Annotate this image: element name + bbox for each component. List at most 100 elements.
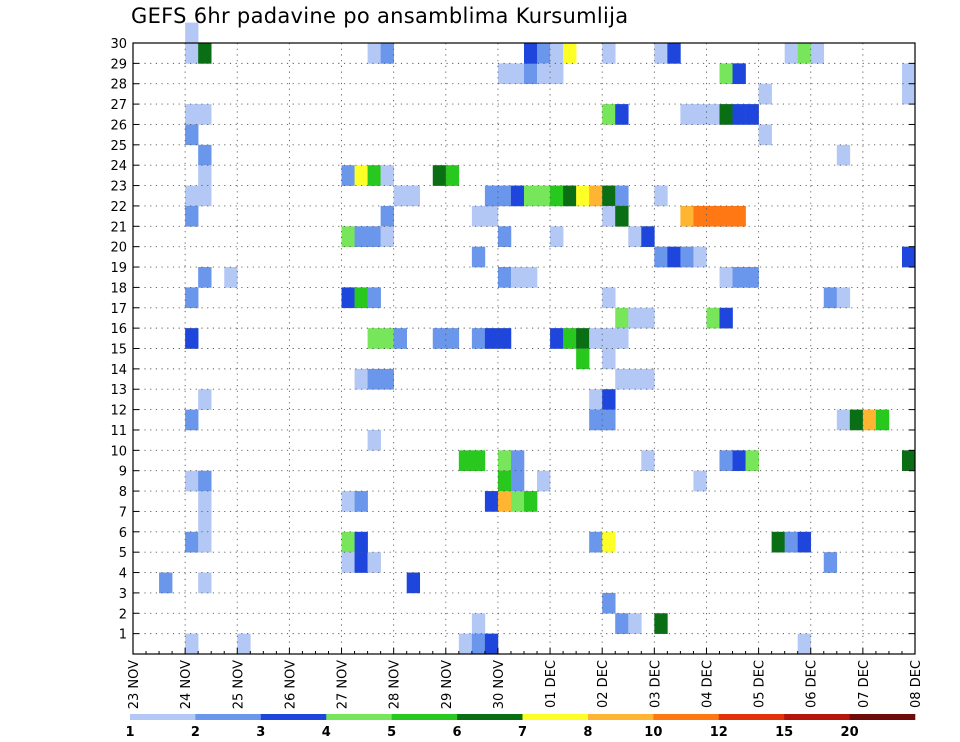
y-tick-label: 20 [110,241,127,256]
heatmap-cell [706,307,720,329]
heatmap-cell [198,531,212,553]
heatmap-cell [471,633,486,655]
heatmap-cell [432,165,447,186]
heatmap-cell [615,328,629,349]
heatmap-cell [185,104,199,125]
heatmap-cell [393,328,407,349]
heatmap-cell [185,409,199,431]
x-tick-label: 01 DEC [544,660,559,708]
y-tick-label: 6 [119,526,127,541]
heatmap-cell [758,83,772,105]
colorbar-swatch [391,714,458,720]
heatmap-cell [615,613,629,634]
y-tick-label: 28 [110,78,127,93]
heatmap-cell [576,185,590,207]
heatmap-cell [550,328,564,349]
heatmap-cell [797,43,812,64]
x-tick-label: 08 DEC [909,660,924,708]
heatmap-cell [680,104,694,125]
x-tick-label: 06 DEC [805,660,820,708]
heatmap-cell [719,104,733,125]
heatmap-cell [602,592,616,614]
colorbar-swatch [587,714,654,720]
heatmap-cell [367,226,381,247]
y-tick-label: 9 [119,465,127,480]
heatmap-cell [198,165,212,186]
x-tick-label: 26 NOV [283,660,298,709]
colorbar-label: 6 [453,725,462,740]
heatmap-cell [836,144,851,166]
heatmap-cell [524,267,538,288]
heatmap-cell [784,43,798,64]
heatmap-cell [185,287,199,309]
y-tick-label: 10 [110,444,127,459]
heatmap-cell [524,185,538,207]
x-tick-label: 29 NOV [440,660,455,709]
heatmap-cell [458,633,473,655]
heatmap-cell [341,287,355,309]
x-tick-label: 28 NOV [388,660,403,709]
colorbar-swatch [522,714,589,720]
heatmap-cell [550,63,564,85]
colorbar: 1 2 3 4 5 6 7 8 10 12 15 20 [125,714,916,740]
x-tick-label: 05 DEC [753,660,768,708]
heatmap-cell [602,409,616,431]
colorbar-label: 10 [644,725,662,740]
heatmap-cell [797,531,812,553]
heatmap-cell [524,491,538,512]
colorbar-swatch [718,714,785,720]
y-tick-label: 12 [110,404,127,419]
heatmap-cell [367,328,381,349]
heatmap-cell [823,287,838,309]
heatmap-cell [615,104,629,125]
heatmap-cell [615,205,629,227]
colorbar-label: 15 [775,725,793,740]
heatmap-cell [354,368,368,390]
heatmap-cell [367,429,381,451]
heatmap-cell [185,22,199,44]
heatmap-cell [367,287,381,309]
heatmap-cell [641,226,655,247]
heatmap-cell [628,613,642,634]
heatmap-cell [367,165,381,186]
colorbar-swatch [195,714,262,720]
heatmap-cell [589,185,603,207]
heatmap-cell [550,185,564,207]
heatmap-cell [432,328,447,349]
heatmap-cell [602,205,616,227]
colorbar-swatch [784,714,850,720]
y-tick-label: 16 [110,322,127,337]
y-tick-label: 8 [119,485,127,500]
heatmap-cell [198,389,212,410]
heatmap-cell [602,328,616,349]
heatmap-cell [810,43,825,64]
heatmap-cell [901,246,916,268]
heatmap-cell [445,328,460,349]
heatmap-cell [354,226,368,247]
heatmap-cell [732,205,746,227]
heatmap-cell [510,450,525,471]
heatmap-cell [719,307,733,329]
heatmap-cell [836,287,851,309]
heatmap-cell [641,307,655,329]
heatmap-cell [706,104,720,125]
heatmap-cell [537,43,551,64]
heatmap-cell [615,307,629,329]
heatmap-cell [849,409,864,431]
heatmap-cell [380,165,394,186]
heatmap-cell [159,572,173,594]
y-tick-label: 17 [110,302,127,317]
y-tick-label: 3 [119,587,127,602]
heatmap-cell [185,124,199,146]
heatmap-cell [667,246,681,268]
heatmap-cell [628,368,642,390]
heatmap-cell [524,43,538,64]
colorbar-label: 3 [256,725,265,740]
heatmap-cell [537,185,551,207]
heatmap-cell [484,328,499,349]
colorbar-swatch [326,714,392,720]
heatmap-cell [550,226,564,247]
x-tick-label: 24 NOV [179,660,194,709]
heatmap-cell [341,491,355,512]
